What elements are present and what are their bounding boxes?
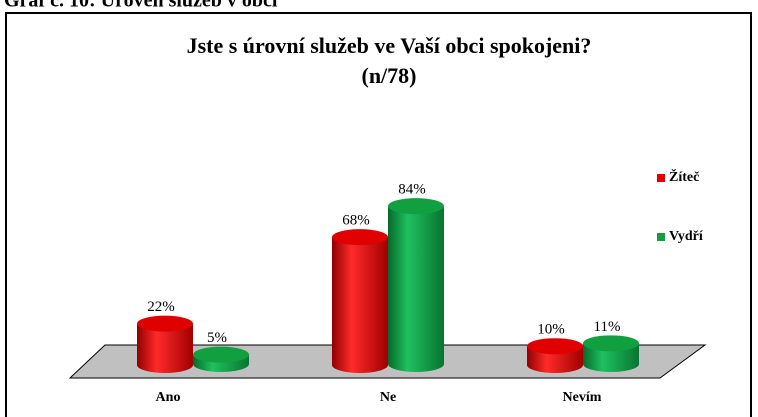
cylinder: [137, 323, 193, 373]
caption: Graf č. 10: Úroveň služeb v obci: [4, 0, 278, 12]
cylinder-top: [527, 338, 583, 355]
cylinder-top: [332, 229, 388, 246]
cylinder: [332, 237, 388, 373]
cylinder-top: [388, 198, 444, 215]
legend-swatch: [657, 233, 665, 241]
legend-swatch: [657, 174, 665, 182]
cylinder: [388, 206, 444, 372]
value-label: 10%: [537, 322, 565, 338]
x-tick-label: Ano: [156, 390, 181, 405]
x-tick-label: Ne: [380, 390, 396, 405]
cylinder-top: [193, 346, 249, 363]
value-label: 11%: [594, 319, 621, 335]
value-label: 84%: [398, 182, 426, 198]
chart-subtitle: (n/78): [362, 63, 417, 88]
cylinder-top: [137, 315, 193, 332]
cylinder-top: [583, 335, 639, 352]
value-label: 68%: [342, 213, 370, 229]
cylinder: [583, 343, 639, 372]
chart-title: Jste s úrovní služeb ve Vaší obci spokoj…: [187, 33, 592, 58]
value-label: 5%: [207, 330, 227, 346]
legend-label: Žíteč: [669, 168, 699, 185]
legend-label: Vydří: [669, 229, 704, 244]
value-label: 22%: [147, 299, 175, 315]
x-tick-label: Nevím: [563, 390, 602, 405]
